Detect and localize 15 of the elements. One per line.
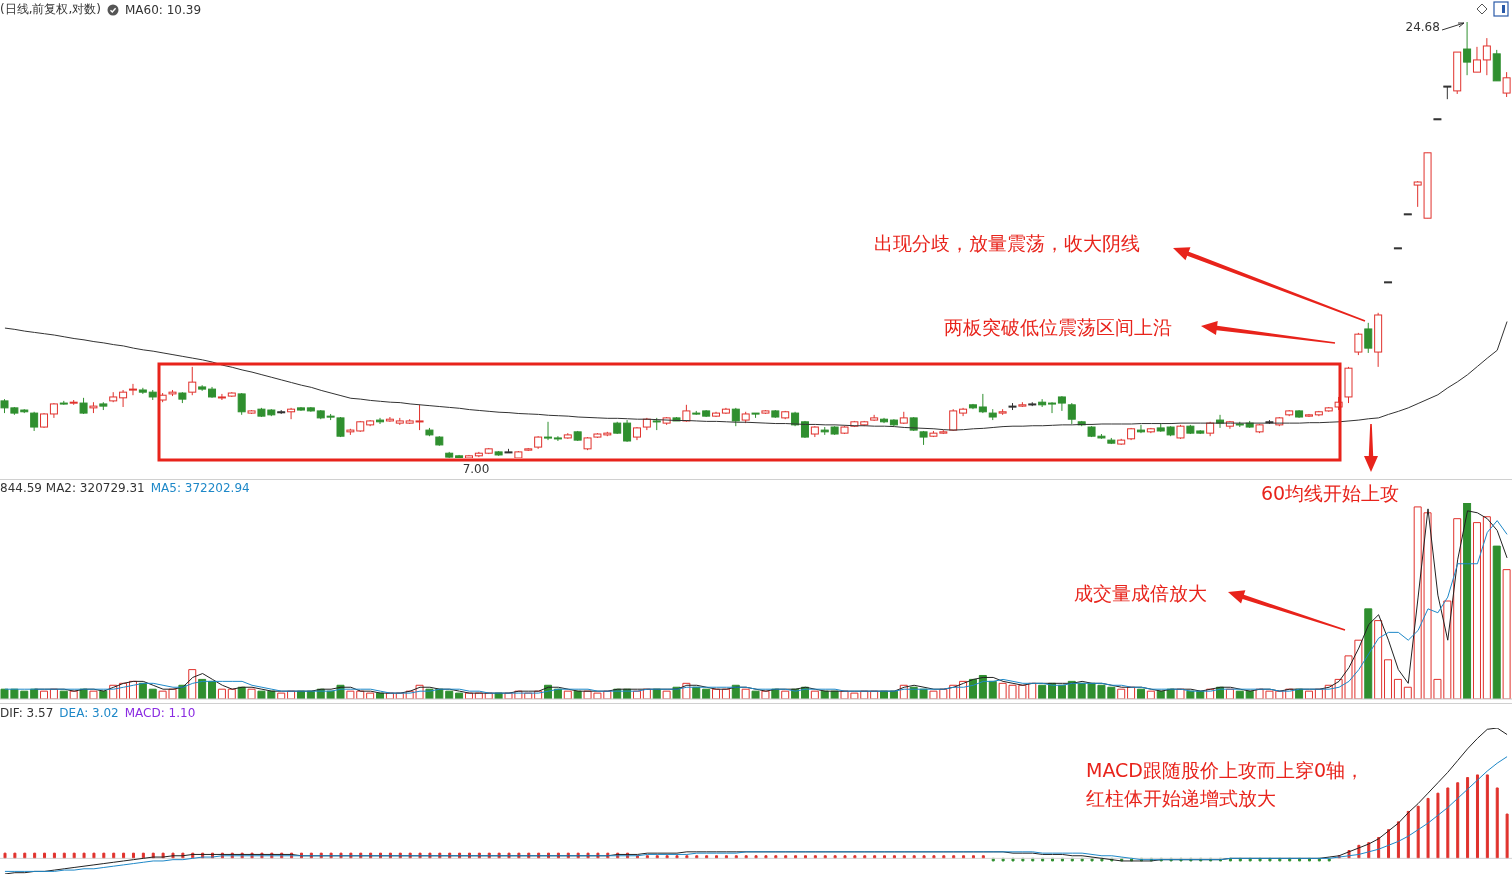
chart-subtitle: MA5: 372202.94: [150, 481, 250, 495]
chart-subtitle: DEA: 3.02: [59, 706, 119, 720]
annotation: 60均线开始上攻: [1261, 481, 1400, 505]
text: 7.00: [462, 462, 490, 476]
chart-title: DIF: 3.57: [0, 706, 54, 720]
annotation: 红柱体开始递增式放大: [1086, 786, 1276, 810]
annotation: MACD跟随股价上攻而上穿0轴，: [1086, 758, 1365, 782]
text: MACD: 1.10: [124, 706, 196, 720]
annotation: 成交量成倍放大: [1074, 581, 1207, 605]
chart-title: (日线,前复权,对数): [0, 1, 101, 18]
annotation: 两板突破低位震荡区间上沿: [944, 315, 1172, 339]
chart-subtitle: MA60: 10.39: [125, 2, 202, 17]
annotation: 出现分歧，放量震荡，收大阴线: [874, 231, 1140, 255]
chart-title: 844.59 MA2: 320729.31: [0, 481, 145, 495]
annotation: 24.68: [1405, 20, 1440, 34]
